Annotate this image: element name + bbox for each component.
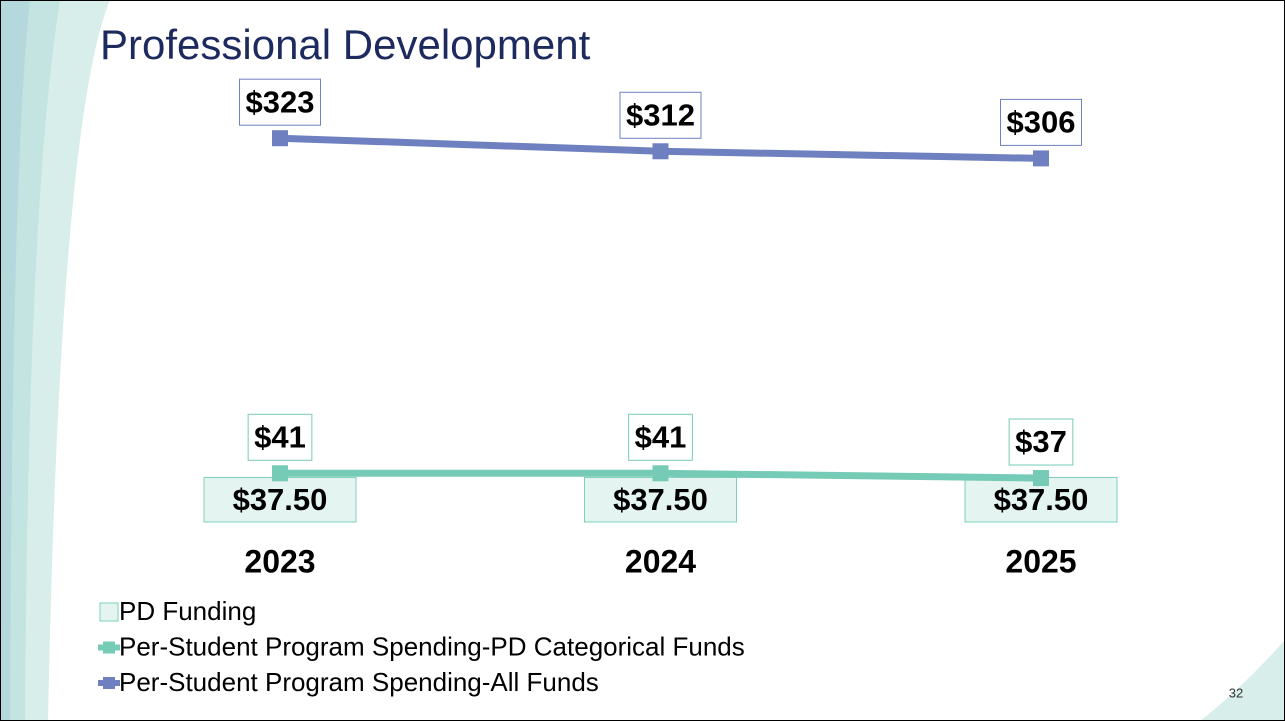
data-label: $37.50 xyxy=(613,482,708,517)
data-label: $306 xyxy=(1007,105,1076,140)
data-label-box xyxy=(619,91,702,139)
page-number: 32 xyxy=(1229,685,1243,700)
x-tick-label: 2024 xyxy=(625,543,696,579)
data-label-box xyxy=(1008,418,1074,466)
legend-label: PD Funding xyxy=(119,596,256,626)
data-label: $41 xyxy=(635,419,687,454)
data-label: $37.50 xyxy=(994,482,1089,517)
bar xyxy=(584,476,737,523)
data-label-box xyxy=(247,413,313,461)
data-label: $323 xyxy=(246,84,315,119)
marker xyxy=(652,465,669,482)
legend-marker xyxy=(103,641,115,654)
legend-label: Per-Student Program Spending-PD Categori… xyxy=(119,631,745,661)
data-label: $312 xyxy=(626,97,695,132)
decor-left-edge xyxy=(0,0,30,721)
decor-corner xyxy=(1200,640,1285,721)
data-label-box xyxy=(239,78,321,126)
marker xyxy=(1033,150,1049,167)
bar xyxy=(964,476,1118,523)
legend-label: Per-Student Program Spending-All Funds xyxy=(119,667,599,697)
data-label: $37 xyxy=(1015,424,1067,459)
x-tick-label: 2025 xyxy=(1005,543,1076,579)
data-label: $37.50 xyxy=(233,482,328,517)
marker xyxy=(272,465,288,482)
data-label-box xyxy=(628,413,693,461)
data-label-box xyxy=(1000,98,1082,146)
data-label: $41 xyxy=(254,419,306,454)
legend-swatch xyxy=(99,602,119,622)
chart-title: Professional Development xyxy=(100,21,591,68)
marker xyxy=(652,143,669,160)
x-tick-label: 2023 xyxy=(244,543,315,579)
marker xyxy=(1033,470,1049,487)
marker xyxy=(272,130,288,147)
legend-marker xyxy=(103,677,115,689)
